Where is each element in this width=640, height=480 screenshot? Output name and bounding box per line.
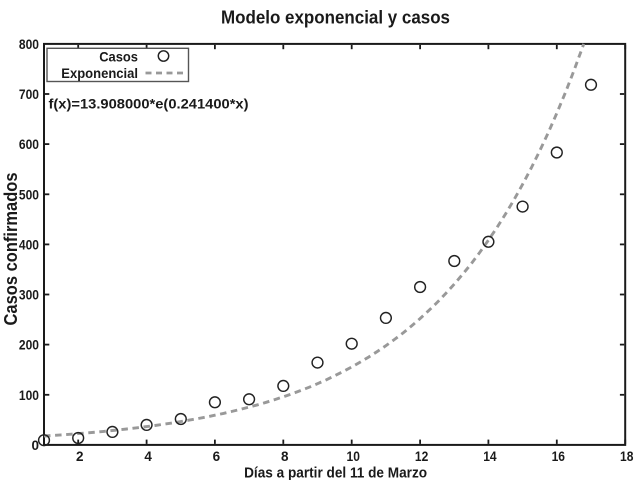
- svg-text:700: 700: [19, 87, 39, 102]
- svg-text:Días a partir del 11 de Marzo: Días a partir del 11 de Marzo: [244, 465, 427, 480]
- svg-text:Casos confirmados: Casos confirmados: [1, 173, 21, 326]
- svg-text:8: 8: [281, 449, 289, 464]
- svg-text:500: 500: [19, 187, 39, 202]
- svg-text:800: 800: [19, 37, 39, 52]
- svg-text:f(x)=13.908000*e(0.241400*x): f(x)=13.908000*e(0.241400*x): [49, 96, 249, 112]
- svg-text:16: 16: [552, 449, 566, 464]
- svg-text:0: 0: [31, 438, 39, 453]
- svg-text:14: 14: [483, 449, 497, 464]
- svg-text:600: 600: [19, 137, 39, 152]
- svg-text:18: 18: [620, 449, 634, 464]
- svg-text:4: 4: [144, 449, 152, 464]
- svg-text:Casos: Casos: [99, 49, 138, 65]
- svg-text:12: 12: [415, 449, 428, 464]
- svg-text:6: 6: [213, 449, 221, 464]
- svg-text:Exponencial: Exponencial: [61, 65, 138, 81]
- svg-text:Modelo exponencial y casos: Modelo exponencial y casos: [221, 8, 450, 28]
- svg-text:200: 200: [19, 338, 39, 353]
- svg-text:400: 400: [19, 237, 39, 252]
- svg-text:2: 2: [76, 449, 84, 464]
- svg-text:300: 300: [19, 288, 39, 303]
- svg-text:100: 100: [19, 388, 39, 403]
- svg-text:10: 10: [347, 449, 360, 464]
